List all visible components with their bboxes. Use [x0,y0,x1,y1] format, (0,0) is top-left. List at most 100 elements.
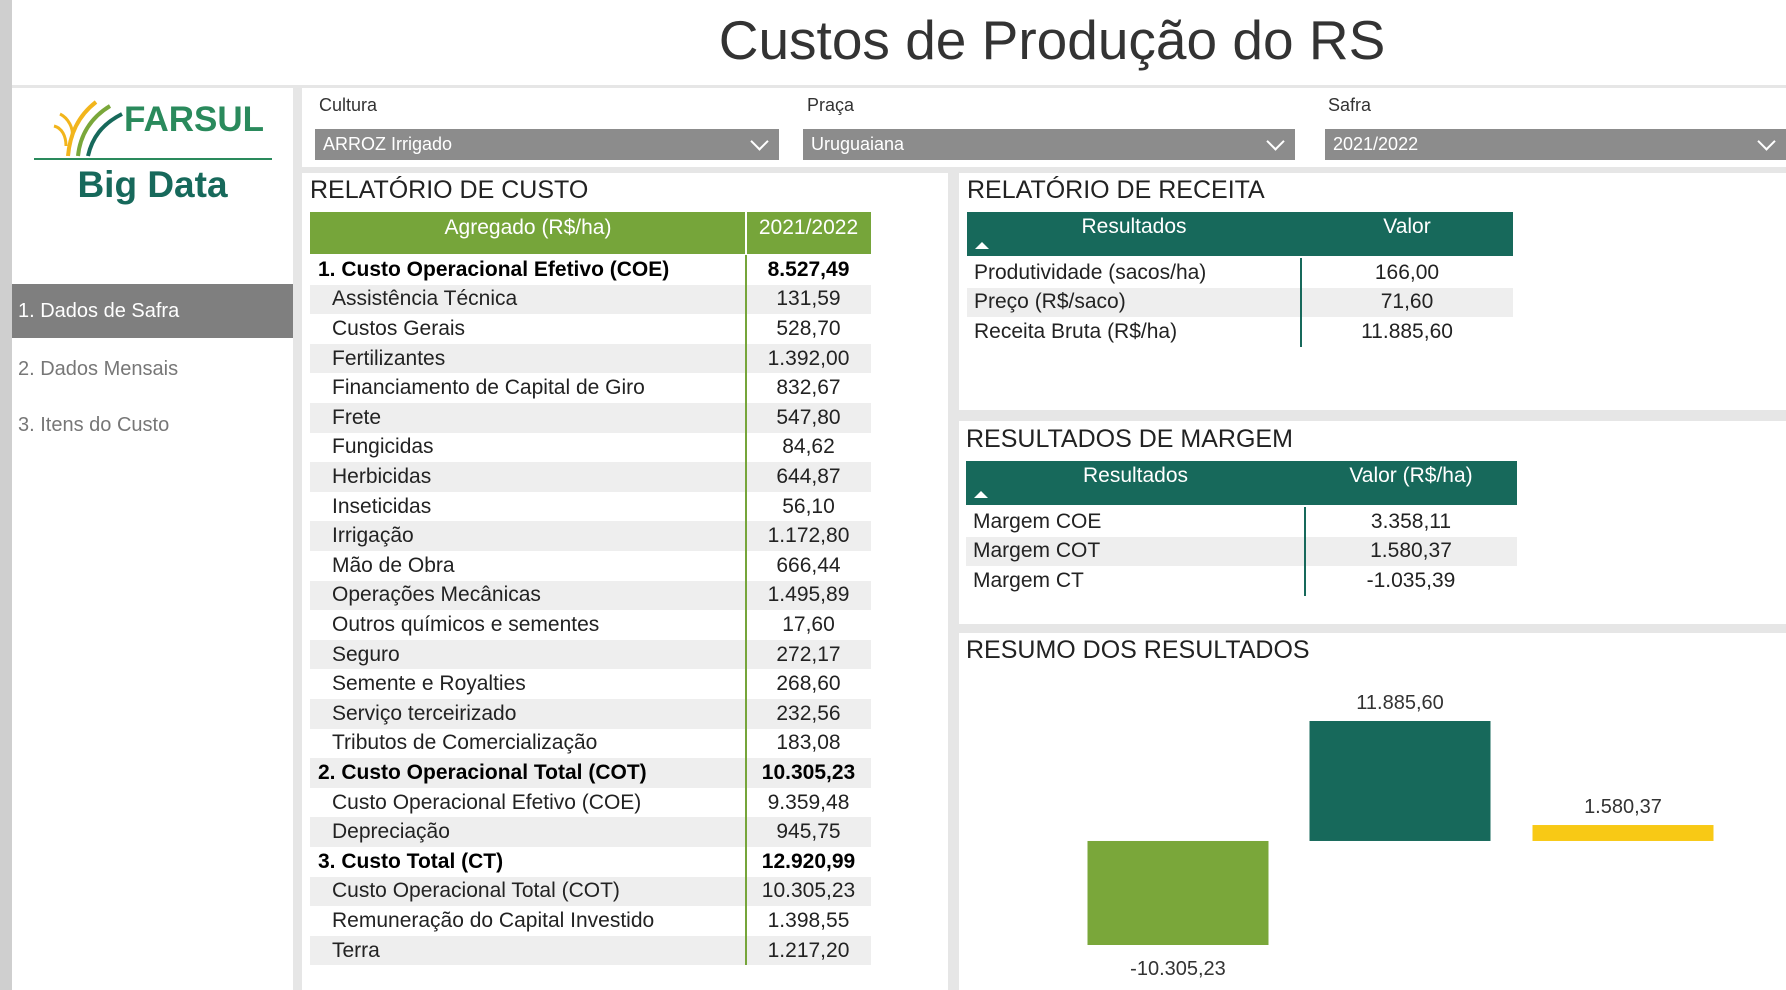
column-divider [1300,258,1302,347]
table-row [310,491,871,522]
item-label: Serviço terceirizado [332,701,517,725]
item-label: Frete [332,405,382,429]
table-row [967,258,1513,288]
item-label: Semente e Royalties [332,672,526,696]
item-value: 17,60 [782,612,835,636]
table-row [310,255,871,285]
dropdown[interactable]: Uruguaiana [803,129,1295,160]
item-value: 10.305,23 [761,879,856,903]
section-title: RELATÓRIO DE CUSTO [310,176,589,204]
item-value: 1.392,00 [767,346,850,370]
column-header: 2021/2022 [758,216,859,239]
item-value: 666,44 [776,553,841,577]
item-label: Remuneração do Capital Investido [332,908,655,932]
table-header [310,212,871,254]
item-label: Herbicidas [332,464,432,488]
table-row [310,521,871,551]
item-value: 268,60 [776,672,841,696]
nav-item[interactable]: 2. Dados Mensais [18,358,179,380]
item-value: 1.495,89 [767,583,850,607]
item-value: 945,75 [776,820,841,844]
item-label: Assistência Técnica [332,287,518,311]
item-value: 1.172,80 [767,524,850,548]
item-value: 272,17 [776,642,841,666]
section-title: RESULTADOS DE MARGEM [966,425,1293,453]
table-row [310,906,871,936]
column-header: Agregado (R$/ha) [444,216,612,239]
nav-item[interactable]: 1. Dados de Safra [12,284,293,338]
sort-indicator [974,491,988,498]
edge [0,0,12,990]
item-value: 1.398,55 [767,908,850,932]
group-value: 10.305,23 [761,760,856,784]
row-value: 3.358,11 [1370,509,1452,533]
table-row [966,507,1517,537]
item-label: Fungicidas [332,435,434,459]
bar [1309,721,1491,841]
filter-label: Cultura [319,95,378,115]
data-label: 1.580,37 [1584,796,1662,818]
item-label: Custo Operacional Efetivo (COE) [332,790,642,814]
row-value: 1.580,37 [1370,539,1452,563]
table-row [310,669,871,699]
item-value: 183,08 [776,731,841,755]
data-label: -10.305,23 [1130,958,1226,980]
item-label: Outros químicos e sementes [332,612,600,636]
table-row [310,314,871,344]
item-label: Mão de Obra [332,553,455,577]
bar [1087,840,1269,945]
item-label: Seguro [332,642,400,666]
table-row [310,551,871,581]
table-row [966,566,1517,596]
item-label: Inseticidas [332,494,432,518]
item-label: Depreciação [332,820,450,844]
section-title: RESUMO DOS RESULTADOS [966,636,1310,664]
table-row [310,847,871,877]
column-header: Resultados [1081,215,1187,238]
item-label: Tributos de Comercialização [332,731,598,755]
item-value: 1.217,20 [767,938,850,962]
item-label: Custos Gerais [332,316,466,340]
item-value: 528,70 [776,316,841,340]
table-row [967,287,1513,318]
nav-item[interactable]: 3. Itens do Custo [18,414,170,436]
data-label: 11.885,60 [1356,692,1444,714]
group-label: 3. Custo Total (CT) [318,849,504,873]
sidebar: FARSUL Big Data [12,88,293,990]
header-divider [745,212,747,254]
dropdown[interactable]: 2021/2022 [1325,129,1786,160]
dropdown[interactable]: ARROZ Irrigado [315,129,779,160]
filter-label: Praça [807,95,855,115]
table-row [310,403,871,433]
item-value: 644,87 [776,464,841,488]
item-label: Operações Mecânicas [332,583,541,607]
header-bar: Custos de Produção do RS [12,0,1786,85]
item-label: Irrigação [332,524,414,548]
table-row [310,728,871,759]
group-value: 8.527,49 [767,257,850,281]
item-label: Terra [332,938,380,962]
row-label: Margem CT [973,568,1084,592]
group-label: 1. Custo Operacional Efetivo (COE) [318,257,670,281]
table-row [310,699,871,729]
row-value: 166,00 [1374,260,1440,284]
logo-icon [53,100,123,157]
column-header: Valor (R$/ha) [1349,464,1473,487]
logo-subtitle: Big Data [77,164,228,205]
logo-rule [34,158,272,160]
table-row [310,432,871,463]
row-value: 71,60 [1380,290,1434,314]
column-divider [1304,507,1306,596]
item-value: 131,59 [776,287,841,311]
table-row [310,876,871,907]
column-header: Resultados [1082,464,1189,487]
table-header [966,461,1517,505]
item-label: Fertilizantes [332,346,446,370]
table-row [310,935,871,966]
table-header [967,212,1513,256]
logo-name: FARSUL [124,100,264,139]
item-label: Custo Operacional Total (COT) [332,879,620,903]
table-row [310,580,871,611]
